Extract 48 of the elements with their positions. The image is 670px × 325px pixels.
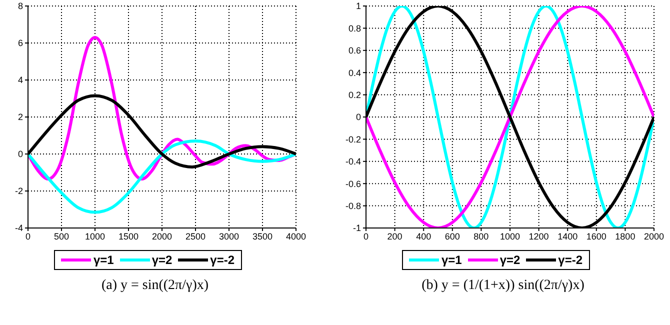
x-tick-label: 1800 xyxy=(615,231,636,242)
x-tick-label: 3000 xyxy=(218,231,240,242)
x-tick-label: 1000 xyxy=(84,231,106,242)
x-tick-label: 1000 xyxy=(500,231,520,242)
y-tick-label: 0.2 xyxy=(348,90,361,100)
y-tick-label: -2 xyxy=(14,186,23,196)
y-tick-label: -0.4 xyxy=(345,156,361,167)
y-tick-label: -0.8 xyxy=(345,200,361,211)
x-tick-label: 2500 xyxy=(185,231,206,242)
y-tick-label: 2 xyxy=(18,112,23,122)
x-tick-label: 600 xyxy=(444,231,460,242)
x-tick-label: 500 xyxy=(54,231,70,242)
x-tick-label: 1600 xyxy=(586,231,606,242)
x-tick-label: 2000 xyxy=(644,231,664,242)
text: (a) y = sin((2π/γ)x) xyxy=(100,278,210,294)
legend-label: γ=1 xyxy=(441,253,462,267)
y-tick-label: 0 xyxy=(18,149,23,160)
text: (b) y = (1/(1+x)) sin((2π/γ)x) xyxy=(420,278,586,294)
y-tick-label: -1 xyxy=(352,223,361,234)
x-tick-label: 3500 xyxy=(252,231,273,242)
x-tick-label: 0 xyxy=(25,231,31,242)
x-tick-label: 0 xyxy=(363,231,369,242)
y-tick-label: 0.6 xyxy=(348,46,361,56)
x-tick-label: 400 xyxy=(416,231,432,242)
y-tick-label: 8 xyxy=(18,1,23,12)
y-tick-label: -0.6 xyxy=(345,178,361,189)
x-tick-label: 2000 xyxy=(152,231,172,242)
x-tick-label: 1500 xyxy=(118,231,139,242)
y-tick-label: 1 xyxy=(356,1,361,12)
line-series xyxy=(366,6,654,228)
y-tick-label: -0.2 xyxy=(345,134,361,144)
legend-label: γ=1 xyxy=(93,253,114,267)
legend-label: γ=2 xyxy=(500,253,520,267)
x-tick-label: 1200 xyxy=(528,231,549,242)
x-tick-label: 1400 xyxy=(558,231,578,242)
y-tick-label: 0 xyxy=(356,112,361,122)
y-tick-label: 6 xyxy=(18,38,23,48)
legend-label: γ=-2 xyxy=(558,253,583,267)
y-tick-label: 4 xyxy=(18,75,23,86)
line-series xyxy=(28,140,296,214)
x-tick-label: 200 xyxy=(387,231,402,242)
y-tick-label: -4 xyxy=(14,223,23,234)
y-tick-label: 0.4 xyxy=(348,68,361,78)
legend-label: γ=2 xyxy=(152,253,172,267)
x-tick-label: 800 xyxy=(474,231,489,242)
y-tick-label: 0.8 xyxy=(348,23,361,34)
legend-label: γ=-2 xyxy=(210,253,235,267)
x-tick-label: 4000 xyxy=(286,231,306,242)
